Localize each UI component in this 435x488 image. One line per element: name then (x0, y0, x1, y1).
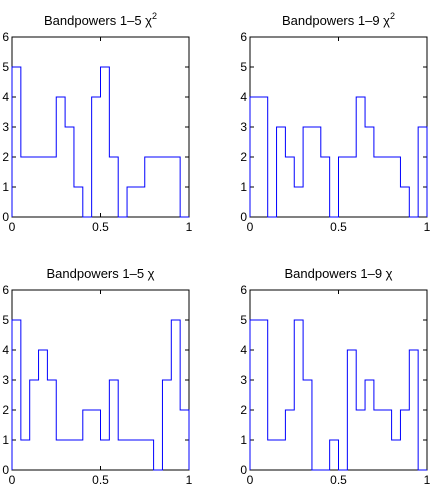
y-tick-label: 1 (240, 180, 247, 194)
x-tick-label: 0 (9, 220, 16, 234)
y-tick-label: 0 (2, 210, 9, 224)
y-tick-label: 5 (2, 60, 9, 74)
y-tick-label: 1 (240, 433, 247, 447)
chart-title-superscript: 2 (390, 11, 395, 21)
x-tick-label: 1 (424, 473, 431, 487)
y-tick-label: 0 (240, 210, 247, 224)
histogram-series (249, 319, 427, 471)
y-tick-label: 3 (2, 120, 9, 134)
x-tick-label: 0 (247, 473, 254, 487)
y-tick-label: 1 (2, 180, 9, 194)
chart-title-text: Bandpowers 1–9 (282, 13, 383, 28)
histogram-series (249, 96, 428, 218)
x-tick-label: 0 (247, 220, 254, 234)
x-tick-label: 0.5 (92, 473, 109, 487)
y-tick-label: 1 (2, 433, 9, 447)
y-tick-label: 5 (240, 313, 247, 327)
chart-title-text: Bandpowers 1–5 (46, 266, 147, 281)
y-tick-label: 4 (240, 343, 247, 357)
y-tick-label: 2 (240, 150, 247, 164)
chart-title-symbol: χ (145, 13, 152, 28)
y-tick-label: 6 (2, 283, 9, 297)
chart-title: Bandpowers 1–5 χ2 (44, 11, 157, 28)
chart-title-text: Bandpowers 1–9 (284, 266, 385, 281)
x-tick-label: 0 (9, 473, 16, 487)
chart-panel-3: Bandpowers 1–5 χ 0 1 2 3 4 5 6 0 0.5 1 (2, 266, 192, 487)
y-tick-label: 0 (240, 463, 247, 477)
y-tick-label: 3 (240, 373, 247, 387)
chart-title: Bandpowers 1–9 χ (284, 266, 392, 281)
chart-title: Bandpowers 1–5 χ (46, 266, 154, 281)
y-tick-label: 3 (2, 373, 9, 387)
axes-box (11, 36, 190, 218)
y-tick-label: 0 (2, 463, 9, 477)
y-tick-label: 4 (2, 343, 9, 357)
y-tick-label: 3 (240, 120, 247, 134)
y-tick-label: 5 (2, 313, 9, 327)
chart-title-symbol: χ (386, 266, 393, 281)
chart-panel-4: Bandpowers 1–9 χ 0 1 2 3 4 5 6 0 0.5 1 (240, 266, 430, 487)
chart-title-symbol: χ (148, 266, 155, 281)
y-tick-label: 4 (2, 90, 9, 104)
x-tick-label: 0.5 (330, 220, 347, 234)
y-tick-label: 2 (2, 403, 9, 417)
x-tick-label: 0.5 (330, 473, 347, 487)
histogram-series (11, 319, 190, 471)
chart-title: Bandpowers 1–9 χ2 (282, 11, 395, 28)
x-tick-label: 0.5 (92, 220, 109, 234)
chart-title-superscript: 2 (152, 11, 157, 21)
y-tick-label: 6 (240, 30, 247, 44)
chart-title-text: Bandpowers 1–5 (44, 13, 145, 28)
y-tick-label: 2 (240, 403, 247, 417)
y-tick-label: 4 (240, 90, 247, 104)
y-tick-label: 5 (240, 60, 247, 74)
y-tick-label: 6 (240, 283, 247, 297)
chart-title-symbol: χ (383, 13, 390, 28)
x-tick-label: 1 (424, 220, 431, 234)
y-tick-label: 2 (2, 150, 9, 164)
y-tick-label: 6 (2, 30, 9, 44)
x-tick-label: 1 (186, 220, 193, 234)
x-tick-label: 1 (186, 473, 193, 487)
histogram-series (11, 66, 189, 218)
